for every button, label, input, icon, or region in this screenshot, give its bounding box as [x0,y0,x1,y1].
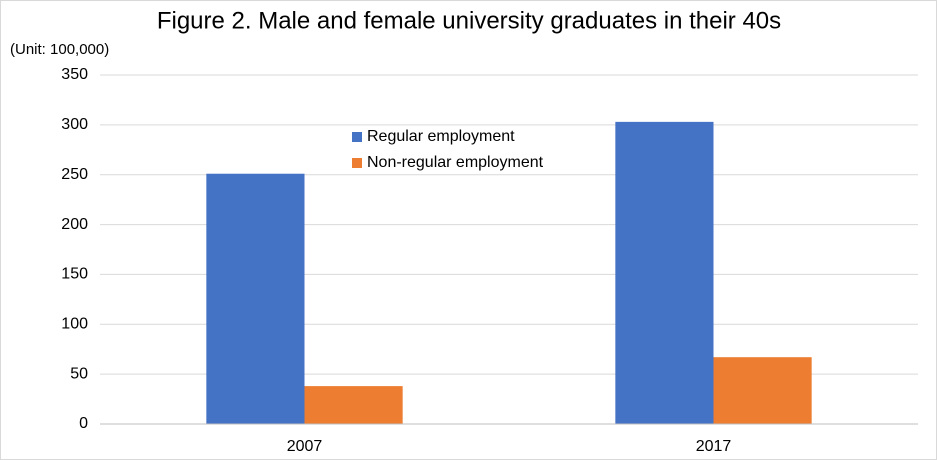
legend-swatch [352,158,362,168]
y-tick-label: 100 [61,316,88,333]
y-tick-label: 250 [61,166,88,183]
x-tick-label: 2017 [696,438,732,455]
y-tick-label: 350 [61,66,88,83]
legend-label: Regular employment [367,128,515,145]
y-tick-label: 50 [70,365,88,382]
x-tick-label: 2007 [287,438,323,455]
bar [713,357,812,424]
y-tick-label: 300 [61,116,88,133]
legend-label: Non-regular employment [367,154,544,171]
bar [206,173,305,424]
chart-title: Figure 2. Male and female university gra… [157,7,781,34]
y-tick-label: 200 [61,216,88,233]
bar [304,386,403,424]
y-tick-label: 150 [61,266,88,283]
bar [615,121,714,424]
y-tick-label: 0 [79,415,88,432]
y-axis-label: (Unit: 100,000) [10,41,109,58]
legend-swatch [352,132,362,142]
